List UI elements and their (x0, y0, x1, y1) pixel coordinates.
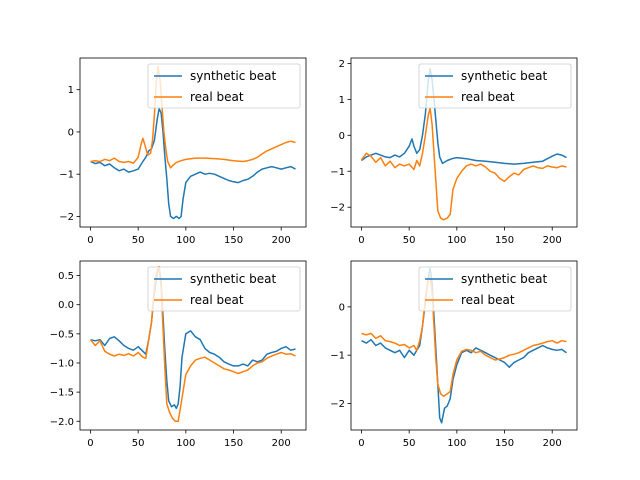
y-tick-label: −0.5 (50, 329, 74, 340)
series-line-synthetic-beat (361, 68, 567, 165)
y-tick-label: −1.0 (50, 358, 74, 369)
series-line-real-beat (89, 266, 296, 423)
legend-label: synthetic beat (190, 69, 276, 83)
x-tick-label: 50 (403, 438, 416, 449)
y-tick-label: 0 (68, 127, 74, 138)
legend: synthetic beat real beat (147, 63, 301, 109)
x-tick-label: 150 (224, 235, 243, 246)
legend-label: synthetic beat (461, 69, 547, 83)
series-line-real-beat (90, 65, 296, 169)
legend: synthetic beat real beat (147, 266, 301, 312)
y-tick-label: 0.0 (58, 300, 74, 311)
series-line-synthetic-beat (361, 267, 567, 424)
legend-label: synthetic beat (461, 272, 547, 286)
x-tick-label: 0 (87, 438, 93, 449)
legend-label: synthetic beat (190, 272, 276, 286)
legend-label: real beat (190, 90, 244, 104)
x-tick-label: 150 (495, 235, 514, 246)
y-tick-label: −2 (330, 399, 345, 410)
x-tick-label: 200 (272, 438, 291, 449)
y-tick-label: −2.0 (50, 417, 74, 428)
legend-box (147, 266, 301, 312)
legend: synthetic beat real beat (418, 266, 572, 312)
x-tick-label: 200 (543, 235, 562, 246)
x-tick-label: 50 (132, 235, 145, 246)
subplot-4: 0 50 100 150 200 0 −1 −2 synthetic beat real beat (330, 260, 578, 449)
series-line-real-beat (361, 276, 567, 397)
x-tick-label: 200 (272, 235, 291, 246)
x-tick-label: 100 (447, 438, 466, 449)
legend-box (418, 266, 572, 312)
x-tick-label: 0 (87, 235, 93, 246)
y-tick-label: −1 (330, 167, 345, 178)
x-tick-label: 150 (224, 438, 243, 449)
subplot-1: 0 50 100 150 200 1 0 −1 −2 synthetic beat real bea… (59, 57, 307, 246)
x-tick-label: 50 (132, 438, 145, 449)
x-tick-label: 100 (447, 235, 466, 246)
y-tick-label: 1 (68, 85, 74, 96)
series-line-synthetic-beat (90, 266, 296, 410)
y-tick-label: −1 (59, 170, 74, 181)
x-tick-label: 100 (176, 438, 195, 449)
subplot-2: 0 50 100 150 200 2 1 0 −1 −2 synthetic beat real be… (330, 57, 578, 246)
legend-box (418, 63, 572, 109)
y-tick-label: 2 (339, 59, 345, 70)
legend-label: real beat (461, 90, 515, 104)
series-line-synthetic-beat (90, 107, 296, 220)
x-tick-label: 0 (358, 235, 364, 246)
y-tick-label: 0 (339, 302, 345, 313)
x-tick-label: 0 (358, 438, 364, 449)
y-tick-label: −1.5 (50, 388, 74, 399)
y-tick-label: −2 (59, 212, 74, 223)
y-tick-label: 0.5 (58, 271, 74, 282)
y-tick-label: 0 (339, 131, 345, 142)
axes-frame (79, 57, 307, 228)
subplot-3: 0 50 100 150 200 0.5 0.0 −0.5 −1.0 −1.5 −2.0 synthe… (50, 260, 307, 449)
legend: synthetic beat real beat (418, 63, 572, 109)
series-line-real-beat (360, 107, 567, 221)
x-tick-label: 100 (176, 235, 195, 246)
axes-frame (79, 260, 307, 431)
y-tick-label: 1 (339, 95, 345, 106)
axes-frame (350, 57, 578, 228)
y-tick-label: −2 (330, 203, 345, 214)
x-tick-label: 200 (543, 438, 562, 449)
legend-label: real beat (190, 293, 244, 307)
axes-frame (350, 260, 578, 431)
y-tick-label: −1 (330, 351, 345, 362)
legend-box (147, 63, 301, 109)
x-tick-label: 50 (403, 235, 416, 246)
legend-label: real beat (461, 293, 515, 307)
x-tick-label: 150 (495, 438, 514, 449)
